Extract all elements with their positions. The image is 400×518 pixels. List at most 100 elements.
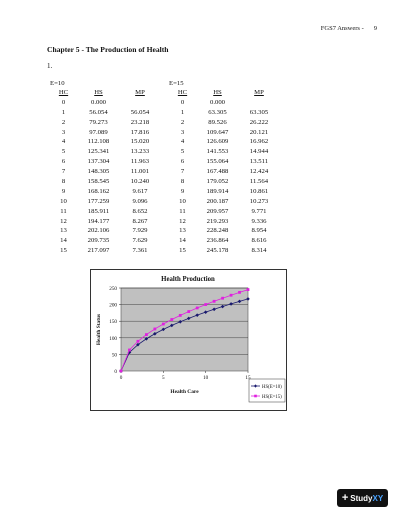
legend-marker [253,384,258,388]
table-cell: 11.963 [130,158,150,166]
table-cell: 89.526 [208,118,227,126]
x-axis-label: Health Care [170,389,199,395]
table-cell: 185.911 [87,207,110,215]
table-cell: 13 [179,227,186,235]
table-cell: 10.861 [249,187,269,195]
table-row: 13 202.106 7.929 [50,226,160,236]
data-point [178,313,182,317]
table-cell: 14.944 [249,148,269,156]
table-cell: 11 [60,207,67,215]
table-cell: 148.305 [87,168,110,176]
table-row: 3 97.089 17.816 [50,128,160,138]
logo-word: Study [350,493,373,503]
table-row: 8 158.545 10.240 [50,177,160,187]
table-cell: 7.361 [132,247,148,255]
column-header: HS [94,89,103,96]
table-e15: E=15 HC HS MP 0 0.000 1 63.305 63.305 2 89.526 26.2… [169,79,279,256]
table-row: 1 56.054 56.054 [50,108,160,118]
table-cell: 56.054 [130,108,150,116]
table-row: 15 217.097 7.361 [50,246,160,256]
table-cell: 179.052 [206,178,229,186]
data-point [161,322,165,326]
table-cell: 0.000 [90,98,107,106]
table-e10: E=10 HC HS MP 0 0.000 1 56.054 56.054 2 79.273 23.2… [50,79,160,256]
table-cell: 79.273 [89,118,108,126]
table-cell: 26.222 [249,118,269,126]
table-cell: 3 [61,128,66,136]
table-cell: 10.240 [130,178,150,186]
table-row: 2 79.273 23.218 [50,118,160,128]
table-cell: 11 [179,207,186,215]
data-point [170,318,174,321]
table-cell: 7 [61,168,66,176]
table-cell: 209.957 [206,207,229,215]
table-cell: 12 [60,217,67,225]
column-header: MP [254,89,264,96]
table-cell: 125.341 [87,148,110,156]
table-cell: 7 [180,168,185,176]
table-cell: 15.020 [130,138,150,146]
table-row: 9 168.162 9.617 [50,187,160,197]
table-row: 11 209.957 9.771 [169,207,279,217]
data-point [246,297,250,301]
table-cell: 245.178 [206,247,229,255]
table-row: 4 112.108 15.020 [50,137,160,147]
table-cell: 202.106 [87,227,110,235]
table-cell: 7.929 [132,227,148,235]
y-tick-label: 100 [109,336,117,342]
table-cell: 189.914 [206,187,229,195]
table-cell: 6 [180,158,185,166]
y-tick-label: 0 [114,369,117,375]
table-cell: 167.488 [206,168,229,176]
table-cell: 8.954 [251,227,267,235]
table-row: 9 189.914 10.861 [169,187,279,197]
table-cell: 209.735 [87,237,110,245]
data-point [237,299,242,304]
table-cell: 15 [60,247,67,255]
table-header-row: HC HS MP [169,88,279,98]
column-header: HC [177,89,188,96]
table-cell: 6 [61,158,66,166]
table-cell: 56.054 [89,108,108,116]
table-cell: 17.816 [130,128,150,136]
table-cell: 11.564 [249,178,269,186]
table-title: E=15 [169,80,184,87]
table-row: 14 236.864 8.616 [169,236,279,246]
table-row: 0 0.000 [169,98,279,108]
table-row: 12 194.177 8.267 [50,217,160,227]
table-cell: 5 [180,148,185,156]
table-row: 5 125.341 13.233 [50,147,160,157]
table-cell: 9 [180,187,185,195]
table-cell: 13 [60,227,67,235]
table-cell: 4 [180,138,185,146]
table-cell: 2 [180,118,185,126]
table-row: 6 155.064 13.511 [169,157,279,167]
data-point [153,327,157,331]
x-tick-label: 10 [203,375,209,381]
y-axis-label: Health Status [96,314,102,345]
table-cell: 228.248 [206,227,229,235]
table-row: 6 137.304 11.963 [50,157,160,167]
table-cell: 63.305 [208,108,227,116]
table-cell: 194.177 [87,217,110,225]
table-cell: 155.064 [206,158,229,166]
table-cell: 97.089 [89,128,108,136]
table-cell: 9.336 [251,217,267,225]
table-cell: 2 [61,118,66,126]
series-line [120,289,249,372]
data-point [212,299,216,303]
data-point [229,293,233,297]
table-row: 14 209.735 7.629 [50,236,160,246]
table-cell: 1 [61,108,66,116]
data-point [229,302,233,306]
table-header-row: HC HS MP [50,88,160,98]
data-point [136,339,140,343]
header-title: FGS7 Answers - [320,25,364,32]
data-point [221,296,224,300]
question-number: 1. [47,62,53,70]
table-row: 12 219.293 9.336 [169,217,279,227]
y-tick-label: 150 [109,319,117,325]
data-point [195,306,199,310]
table-cell: 141.553 [206,148,229,156]
table-row: 8 179.052 11.564 [169,177,279,187]
